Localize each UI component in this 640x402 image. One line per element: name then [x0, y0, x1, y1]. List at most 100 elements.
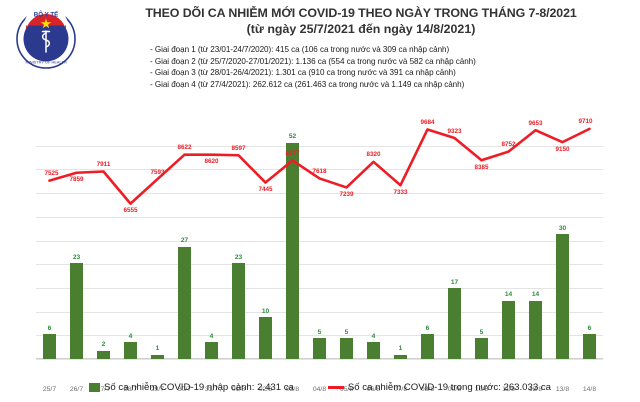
- bar-data-label: 5: [479, 328, 484, 336]
- x-axis-tick-label: 03/8: [285, 386, 300, 393]
- legend-item-imported: Số ca nhiễm COVID-19 nhập cảnh: 2.431 ca: [89, 382, 294, 393]
- svg-text:BỘ Y TẾ: BỘ Y TẾ: [34, 10, 59, 18]
- gridline: [36, 359, 603, 360]
- x-axis-tick-label: 05/8: [339, 386, 354, 393]
- chart-header: BỘ Y TẾ MINISTRY OF HEALTH THEO DÕI CA N…: [0, 0, 640, 100]
- bar: [502, 300, 515, 359]
- line-data-label: 7239: [339, 190, 354, 198]
- x-axis-tick-label: 13/8: [555, 386, 570, 393]
- ministry-of-health-logo-icon: BỘ Y TẾ MINISTRY OF HEALTH: [14, 5, 78, 72]
- bar: [232, 263, 245, 359]
- x-axis-tick-label: 08/8: [420, 386, 435, 393]
- x-axis-tick-label: 06/8: [366, 386, 381, 393]
- line-data-label: 8385: [474, 163, 489, 171]
- bar-data-label: 23: [234, 253, 243, 261]
- bar-data-label: 23: [72, 253, 81, 261]
- bar: [205, 342, 218, 359]
- bar-data-label: 4: [128, 332, 133, 340]
- gridline: [36, 311, 603, 313]
- bar-data-label: 2: [101, 341, 106, 349]
- line-data-label: 6555: [123, 207, 138, 215]
- line-data-label: 7333: [393, 188, 408, 196]
- gridline: [36, 216, 603, 218]
- x-axis-tick-label: 11/8: [502, 386, 515, 393]
- bar-data-label: 27: [180, 237, 189, 245]
- bar: [421, 334, 434, 359]
- x-axis-tick-label: 29/7: [150, 386, 165, 393]
- bar-data-label: 5: [317, 328, 322, 336]
- line-data-label: 7618: [312, 167, 327, 175]
- chart-legend: Số ca nhiễm COVID-19 nhập cảnh: 2.431 ca…: [0, 382, 640, 393]
- legend-item-domestic: Số ca nhiễm COVID-19 trong nước: 263.033…: [327, 382, 551, 393]
- page-title: THEO DÕI CA NHIỄM MỚI COVID-19 THEO NGÀY…: [145, 6, 577, 20]
- bar: [556, 234, 569, 359]
- line-data-label: 9150: [555, 145, 570, 153]
- phase-line-2: - Giai đoạn 2 (từ 25/7/2020-27/01/2021):…: [150, 56, 476, 66]
- svg-text:MINISTRY OF HEALTH: MINISTRY OF HEALTH: [25, 60, 66, 65]
- bar: [448, 288, 461, 359]
- gridline: [36, 335, 603, 337]
- line-data-label: 7859: [69, 176, 84, 184]
- line-data-label: 7911: [96, 161, 111, 168]
- x-axis-tick-label: 07/8: [393, 386, 408, 393]
- bar-data-label: 1: [398, 345, 403, 353]
- bar: [97, 350, 110, 359]
- x-axis-tick-label: 01/8: [231, 386, 246, 393]
- line-data-label: 8377: [285, 149, 300, 157]
- bar-data-label: 1: [155, 345, 160, 353]
- bar: [367, 342, 380, 359]
- bar-data-label: 14: [531, 291, 540, 299]
- chart-title-block: THEO DÕI CA NHIỄM MỚI COVID-19 THEO NGÀY…: [86, 6, 636, 37]
- bar: [124, 342, 137, 359]
- line-data-label: 8320: [366, 151, 381, 159]
- bar-data-label: 52: [288, 133, 297, 141]
- bar-data-label: 30: [558, 224, 567, 232]
- x-axis-tick-label: 25/7: [42, 386, 57, 393]
- bar-data-label: 4: [371, 332, 376, 340]
- phase-line-1: - Giai đoạn 1 (từ 23/01-24/7/2020): 415 …: [150, 45, 450, 54]
- bar: [151, 354, 164, 359]
- bar: [529, 300, 542, 359]
- line-data-label: 9323: [447, 127, 462, 135]
- chart-plot-area: 0100020003000400050006000700080009000 01…: [36, 118, 603, 393]
- x-axis-tick-label: 02/8: [258, 386, 273, 393]
- x-axis-tick-label: 12/8: [528, 386, 543, 393]
- bar-data-label: 14: [504, 291, 513, 299]
- gridline: [36, 193, 603, 195]
- x-axis-tick-label: 30/7: [177, 386, 192, 393]
- legend-swatch-line-icon: [327, 386, 344, 389]
- gridline: [36, 264, 603, 266]
- bar: [70, 263, 83, 359]
- bar-data-label: 6: [425, 324, 430, 332]
- line-data-label: 8752: [501, 141, 516, 149]
- bar-data-label: 6: [587, 324, 592, 332]
- gridline: [36, 287, 603, 289]
- line-data-label: 7525: [44, 170, 59, 178]
- chart-plot: 0100020003000400050006000700080009000 01…: [0, 100, 640, 402]
- phase-line-4: - Giai đoạn 4 (từ 27/4/2021): 262.612 ca…: [150, 79, 465, 89]
- x-axis-tick-label: 28/7: [123, 386, 138, 393]
- line-data-label: 9684: [420, 119, 435, 126]
- bar: [313, 338, 326, 359]
- bar: [475, 338, 488, 359]
- bar-data-label: 6: [47, 324, 52, 332]
- bar: [286, 142, 299, 359]
- x-axis-tick-label: 27/7: [96, 386, 111, 393]
- bar: [178, 246, 191, 359]
- phase-line-3: - Giai đoạn 3 (từ 28/01-26/4/2021): 1.30…: [150, 68, 456, 78]
- page-subtitle: (từ ngày 25/7/2021 đến ngày 14/8/2021): [246, 22, 476, 36]
- x-axis-tick-label: 14/8: [582, 386, 597, 393]
- line-data-label: 8622: [177, 144, 192, 152]
- line-data-label: 7445: [258, 186, 273, 194]
- line-data-label: 8620: [204, 158, 219, 166]
- line-data-label: 9710: [578, 118, 593, 126]
- x-axis-tick-label: 10/8: [474, 386, 489, 393]
- x-axis-tick-label: 26/7: [69, 386, 84, 393]
- x-axis-tick-label: 04/8: [312, 386, 327, 393]
- line-data-label: 7593: [150, 168, 165, 176]
- bar-data-label: 10: [261, 307, 270, 315]
- x-axis-tick-label: 31/7: [204, 386, 219, 393]
- bar-data-label: 4: [209, 332, 214, 340]
- legend-swatch-bar-icon: [89, 383, 101, 392]
